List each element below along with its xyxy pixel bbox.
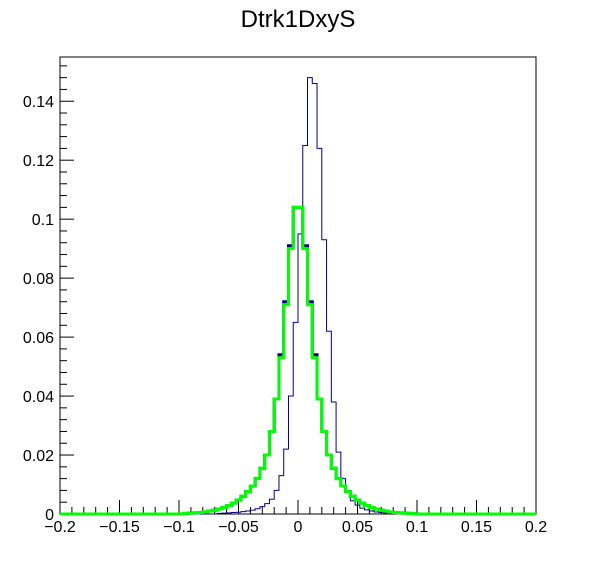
x-tick-label: −0.1 [163,519,195,536]
x-tick-label: −0.2 [44,519,76,536]
x-tick-label: 0.2 [525,519,547,536]
y-tick-label: 0.12 [23,153,54,170]
y-tick-label: 0.02 [23,448,54,465]
y-tick-label: 0.1 [32,212,54,229]
y-tick-label: 0.14 [23,94,54,111]
y-tick-label: 0.06 [23,330,54,347]
histogram-series-3 [60,205,536,516]
x-tick-label: 0.05 [342,519,373,536]
y-tick-label: 0.04 [23,389,54,406]
x-tick-label: 0 [294,519,303,536]
y-tick-label: 0 [45,507,54,524]
x-tick-label: 0.15 [461,519,492,536]
x-tick-label: −0.15 [99,519,140,536]
y-tick-label: 0.08 [23,271,54,288]
histogram-series-1 [60,77,536,515]
x-tick-label: −0.05 [218,519,259,536]
x-tick-label: 0.1 [406,519,428,536]
chart-title: Dtrk1DxyS [240,6,356,33]
